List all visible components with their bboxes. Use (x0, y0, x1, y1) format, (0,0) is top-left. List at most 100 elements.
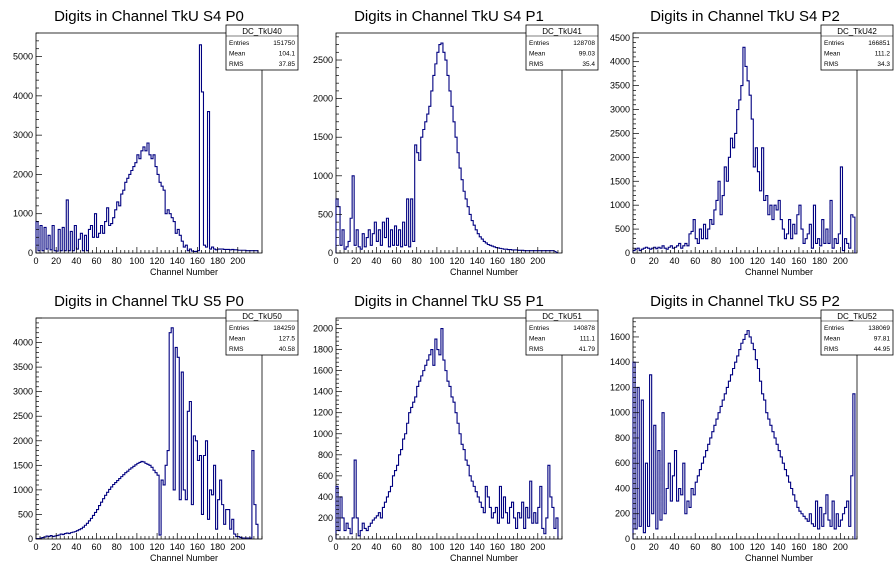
stats-label: Mean (529, 336, 546, 343)
x-tick-label: 80 (412, 256, 422, 266)
stats-label: RMS (529, 346, 544, 353)
y-tick-label: 0 (625, 534, 630, 544)
x-tick-label: 200 (833, 542, 848, 552)
x-tick-label: 120 (450, 256, 465, 266)
y-tick-label: 2000 (313, 94, 333, 104)
stats-box (525, 309, 599, 356)
x-tick-label: 160 (190, 256, 205, 266)
y-tick-label: 3000 (13, 130, 33, 140)
y-tick-label: 4000 (610, 57, 630, 67)
x-axis-label: Channel Number (150, 553, 218, 563)
histogram-series (632, 330, 856, 539)
x-tick-label: 100 (729, 256, 744, 266)
chart-title: Digits in Channel TkU S5 P2 (650, 293, 840, 310)
x-tick-label: 40 (371, 542, 381, 552)
x-tick-label: 160 (490, 542, 505, 552)
y-tick-label: 2500 (13, 411, 33, 421)
y-tick-label: 200 (615, 509, 630, 519)
y-tick-label: 3000 (610, 105, 630, 115)
stats-label: RMS (229, 61, 244, 68)
y-tick-label: 500 (615, 224, 630, 234)
stats-value: 128708 (573, 40, 595, 47)
x-tick-label: 60 (690, 542, 700, 552)
x-tick-label: 60 (392, 256, 402, 266)
stats-box (820, 309, 894, 356)
stats-label: RMS (229, 346, 244, 353)
x-tick-label: 120 (450, 542, 465, 552)
y-tick-label: 1400 (313, 387, 333, 397)
y-tick-label: 4000 (13, 91, 33, 101)
stats-box (525, 24, 599, 71)
chart-title: Digits in Channel TkU S5 P0 (54, 293, 244, 310)
x-tick-label: 200 (230, 542, 245, 552)
x-tick-label: 40 (71, 542, 81, 552)
x-tick-label: 80 (711, 256, 721, 266)
stats-label: RMS (824, 346, 839, 353)
y-tick-label: 4500 (610, 33, 630, 43)
y-tick-label: 1000 (610, 200, 630, 210)
x-tick-label: 20 (51, 256, 61, 266)
stats-histogram-name: DC_TkU50 (242, 312, 282, 321)
histogram-panel-6: Digits in Channel TkU S5 P2 0 20 40 60 80 100 1… (610, 293, 894, 563)
stats-value: 104.1 (279, 51, 296, 58)
y-tick-label: 1500 (313, 132, 333, 142)
x-tick-label: 40 (669, 542, 679, 552)
x-tick-label: 0 (33, 542, 38, 552)
histogram-series (35, 327, 259, 540)
x-tick-label: 180 (210, 542, 225, 552)
y-tick-label: 3000 (13, 387, 33, 397)
y-tick-label: 2000 (13, 436, 33, 446)
chart-title: Digits in Channel TkU S5 P1 (354, 293, 544, 310)
stats-box (225, 24, 299, 71)
x-tick-label: 100 (429, 542, 444, 552)
y-tick-label: 600 (318, 471, 333, 481)
x-tick-label: 40 (71, 256, 81, 266)
stats-value: 166851 (868, 40, 890, 47)
y-tick-label: 1000 (610, 408, 630, 418)
x-tick-label: 80 (112, 542, 122, 552)
y-tick-label: 2000 (610, 152, 630, 162)
y-tick-label: 500 (318, 209, 333, 219)
stats-histogram-name: DC_TkU52 (837, 312, 877, 321)
stats-value: 99.03 (579, 51, 596, 58)
x-tick-label: 120 (150, 256, 165, 266)
y-tick-label: 200 (318, 513, 333, 523)
x-axis-label: Channel Number (745, 553, 813, 563)
x-tick-label: 20 (351, 542, 361, 552)
x-tick-label: 20 (649, 256, 659, 266)
stats-label: Mean (229, 51, 246, 58)
y-tick-label: 1000 (13, 209, 33, 219)
x-tick-label: 60 (392, 542, 402, 552)
y-tick-label: 0 (328, 248, 333, 258)
x-tick-label: 140 (771, 542, 786, 552)
stats-value: 34.3 (877, 61, 890, 68)
stats-histogram-name: DC_TkU41 (542, 27, 582, 36)
x-tick-label: 60 (92, 256, 102, 266)
x-tick-label: 160 (490, 256, 505, 266)
x-axis-label: Channel Number (150, 267, 218, 277)
y-tick-label: 1000 (313, 429, 333, 439)
y-tick-label: 1500 (610, 176, 630, 186)
y-tick-label: 400 (615, 483, 630, 493)
x-tick-label: 20 (649, 542, 659, 552)
stats-value: 37.85 (279, 61, 296, 68)
x-tick-label: 100 (129, 542, 144, 552)
stats-value: 41.79 (579, 346, 596, 353)
x-tick-label: 180 (812, 256, 827, 266)
stats-box (225, 309, 299, 356)
stats-label: Mean (229, 336, 246, 343)
x-axis-label: Channel Number (450, 553, 518, 563)
y-tick-label: 2500 (610, 128, 630, 138)
y-tick-label: 1600 (313, 366, 333, 376)
stats-value: 97.81 (874, 336, 891, 343)
x-tick-label: 200 (530, 542, 545, 552)
y-tick-label: 0 (328, 534, 333, 544)
x-tick-label: 160 (791, 542, 806, 552)
histogram-panel-5: Digits in Channel TkU S5 P1 0 20 40 60 80 100 1… (313, 293, 599, 563)
y-tick-label: 0 (625, 248, 630, 258)
x-tick-label: 100 (429, 256, 444, 266)
stats-value: 40.58 (279, 346, 296, 353)
y-tick-label: 0 (28, 534, 33, 544)
stats-label: Entries (229, 325, 250, 332)
y-tick-label: 600 (615, 458, 630, 468)
